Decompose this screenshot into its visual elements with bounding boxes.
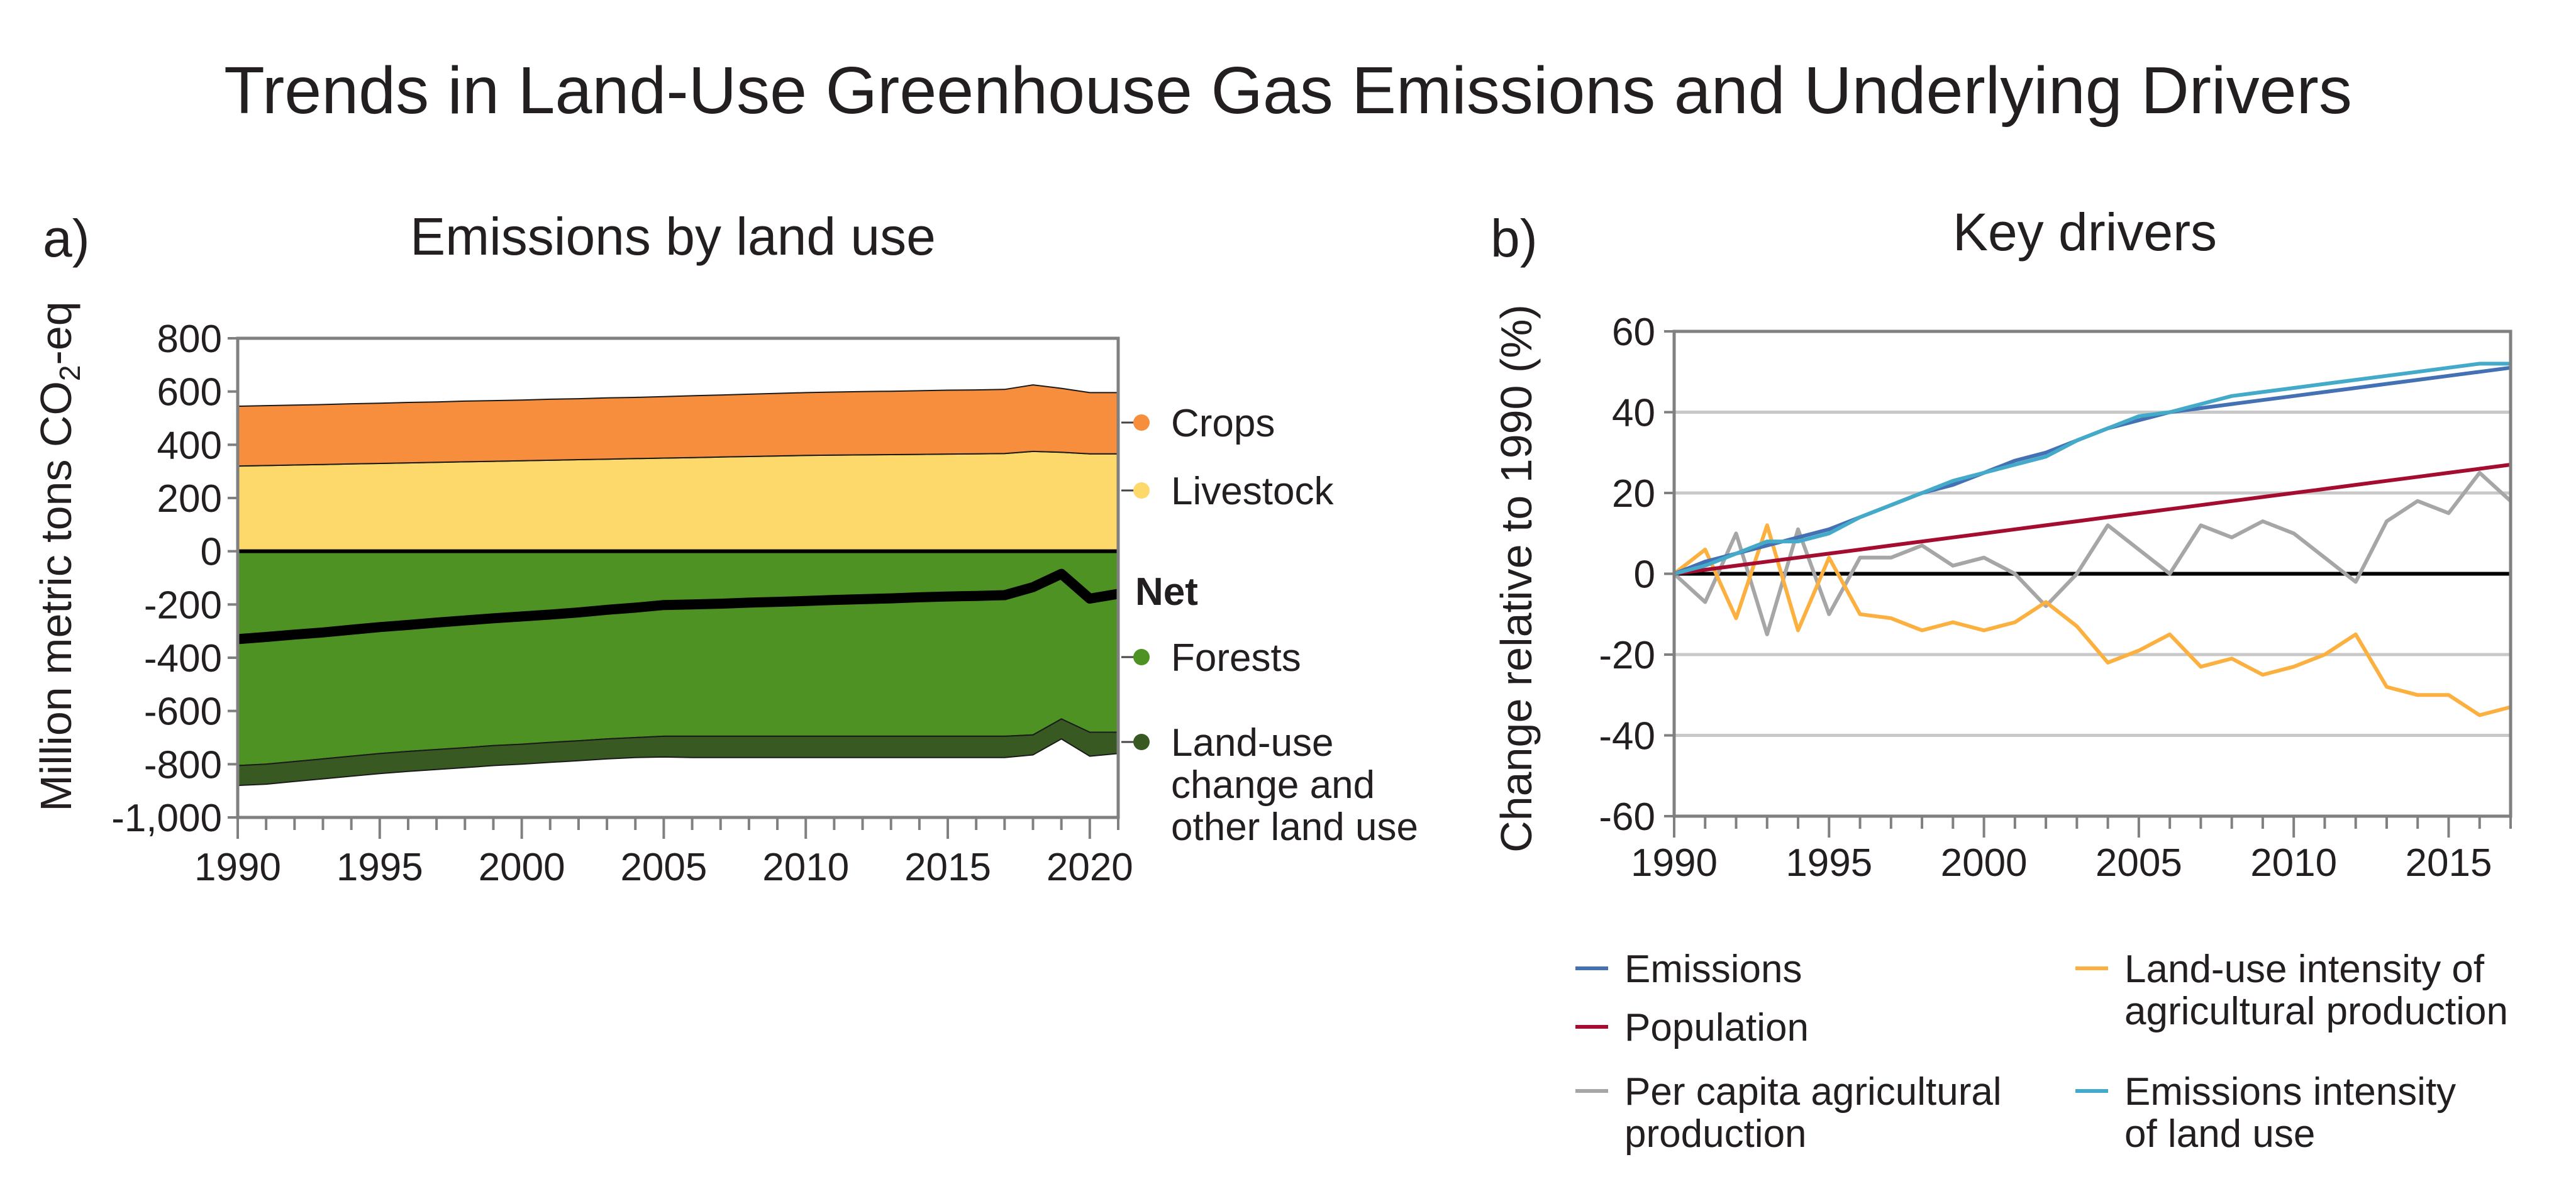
legend-livestock: Livestock <box>1121 470 1334 513</box>
panel-b-plot-area <box>1672 329 2512 818</box>
y-tick-label: 200 <box>157 477 222 521</box>
y-tick-label: -800 <box>144 743 222 787</box>
legend-marker <box>1133 482 1150 499</box>
y-tick-label: 60 <box>1612 311 1655 354</box>
y-tick-label: -40 <box>1599 715 1655 758</box>
legend-marker <box>1133 734 1150 750</box>
x-tick-label: 2000 <box>1941 841 2028 885</box>
panel-a-frame <box>236 336 1120 819</box>
legend-label: Emissions <box>1624 948 1802 991</box>
y-tick-label: 0 <box>1634 553 1655 597</box>
y-tick-label: 800 <box>157 318 222 361</box>
panel-a-emissions-by-land-use: a) Emissions by land use 8006004002000-2… <box>31 207 1418 889</box>
line-emissions-intensity <box>1674 362 2511 576</box>
y-tick-label: 40 <box>1612 392 1655 435</box>
x-tick-label: 1995 <box>1785 841 1872 885</box>
x-tick-label: 2015 <box>2406 841 2492 885</box>
x-tick-label: 2000 <box>479 846 565 889</box>
legend-marker <box>1133 649 1150 665</box>
x-tick-label: 2005 <box>620 846 707 889</box>
y-tick-label: -60 <box>1599 795 1655 839</box>
legend-label: other land use <box>1171 805 1418 849</box>
legend-label: Land-use intensity of <box>2124 948 2485 991</box>
legend-label: Land-use <box>1171 721 1334 765</box>
panel-a-y-axis-label-sub: 2 <box>53 365 86 381</box>
legend-marker <box>1133 414 1150 431</box>
x-tick-label: 2020 <box>1046 846 1133 889</box>
legend-label: Forests <box>1171 636 1301 680</box>
legend-label: Emissions intensity <box>2124 1070 2456 1114</box>
area-livestock <box>237 450 1119 552</box>
y-tick-label: 0 <box>201 531 222 574</box>
x-tick-label: 1995 <box>336 846 423 889</box>
y-tick-label: -20 <box>1599 634 1655 677</box>
area-crops <box>237 384 1119 467</box>
legend-label: Per capita agricultural <box>1624 1070 2002 1114</box>
line-land-use-intensity <box>1673 523 2511 717</box>
legend-crops: Crops <box>1121 402 1275 445</box>
y-tick-label: 20 <box>1612 472 1655 516</box>
panel-b-label: b) <box>1491 209 1538 268</box>
line-population <box>1674 463 2511 576</box>
y-tick-label: -600 <box>144 690 222 734</box>
panel-a-label: a) <box>43 209 90 268</box>
net-line <box>237 568 1119 645</box>
legend-label: Livestock <box>1171 470 1334 513</box>
area-forests <box>237 550 1119 767</box>
legend-net: Net <box>1135 570 1198 614</box>
panel-b-legend: Emissions Population Per capita agricultur… <box>1575 948 2508 1156</box>
x-tick-label: 1990 <box>194 846 281 889</box>
panel-a-y-axis-label-main: Million metric tons CO <box>31 381 80 812</box>
legend-label: Population <box>1624 1006 1809 1049</box>
x-tick-label: 2015 <box>904 846 991 889</box>
panel-b-title: Key drivers <box>1953 202 2217 262</box>
legend-label: change and <box>1171 763 1375 807</box>
line-per-capita-ag <box>1672 470 2512 636</box>
x-tick-label: 2010 <box>762 846 849 889</box>
legend-label: Crops <box>1171 402 1275 445</box>
y-tick-label: -1,000 <box>111 797 222 840</box>
x-tick-label: 1990 <box>1631 841 1718 885</box>
y-tick-label: -200 <box>144 584 222 627</box>
y-tick-label: -400 <box>144 637 222 680</box>
y-tick-label: 400 <box>157 424 222 467</box>
x-tick-label: 2010 <box>2250 841 2337 885</box>
legend-emissions: Emissions <box>1575 948 1802 991</box>
legend-forests: Forests <box>1121 636 1301 680</box>
panel-a-y-axis-label: Million metric tons CO2-eq <box>31 301 86 811</box>
panel-a-y-axis-label-tail: -eq <box>31 301 80 365</box>
panel-b-y-axis-label: Change relative to 1990 (%) <box>1492 304 1541 853</box>
legend-label: Net <box>1135 570 1198 614</box>
legend-label: production <box>1624 1112 1807 1156</box>
legend-label: agricultural production <box>2124 990 2508 1033</box>
legend-population: Population <box>1575 1006 1809 1049</box>
panel-a-plot-area <box>237 384 1119 787</box>
y-tick-label: 600 <box>157 371 222 414</box>
figure-title: Trends in Land-Use Greenhouse Gas Emissi… <box>224 53 2352 128</box>
legend-label: of land use <box>2124 1112 2315 1156</box>
panel-a-title: Emissions by land use <box>410 207 936 266</box>
x-tick-label: 2005 <box>2096 841 2182 885</box>
